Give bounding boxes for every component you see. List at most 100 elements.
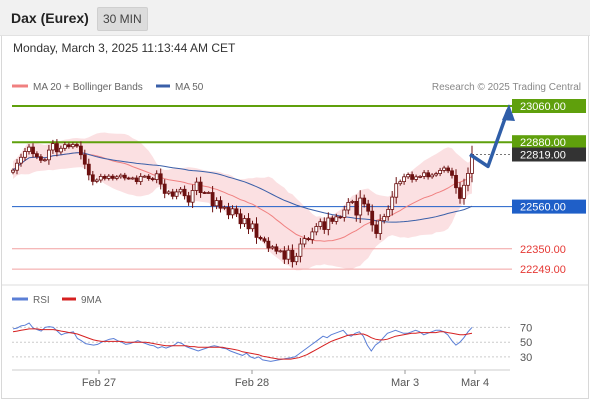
candle-body: [82, 154, 87, 165]
rsi-ma-legend-label: 9MA: [81, 295, 102, 306]
x-axis-label: Mar 3: [391, 377, 419, 389]
candle-body: [126, 177, 131, 180]
candle-body: [106, 175, 111, 179]
candle-body: [15, 162, 19, 171]
candle-body: [302, 238, 307, 245]
level-label-box: [512, 199, 586, 214]
rsi-tick-label: 50: [520, 337, 532, 349]
chart-frame: [1, 36, 589, 399]
candle-body: [282, 250, 287, 260]
candle-body: [31, 146, 35, 155]
candle-body: [234, 208, 239, 215]
top-bar: Dax (Eurex) 30 MIN: [0, 0, 590, 36]
candle-body: [434, 173, 439, 176]
candle-body: [138, 175, 143, 182]
candle-body: [466, 172, 470, 186]
candle-body: [410, 174, 415, 180]
candle-body: [322, 221, 327, 230]
x-axis-label: Feb 27: [82, 377, 116, 389]
timeframe-button[interactable]: 30 MIN: [97, 7, 148, 31]
candle-body: [75, 144, 79, 147]
candle-body: [86, 163, 91, 176]
candle-body: [406, 174, 411, 178]
projection-arrow: [469, 109, 510, 169]
candle-body: [294, 255, 299, 263]
candle-body: [55, 143, 59, 153]
candle-body: [274, 246, 279, 252]
candle-body: [238, 213, 243, 225]
rsi-tick-label: 70: [520, 322, 532, 334]
level-label-box: [512, 135, 586, 150]
candle-body: [202, 192, 207, 194]
candle-body: [67, 144, 71, 148]
level-label: 22819.00: [520, 150, 566, 162]
candle-body: [258, 236, 263, 240]
projection-arrow-head: [502, 104, 515, 122]
candle-body: [374, 224, 379, 234]
candle-body: [170, 191, 175, 197]
candle-body: [414, 176, 419, 180]
candle-body: [102, 175, 107, 179]
candle-body: [330, 217, 335, 222]
level-label: 22880.00: [520, 137, 566, 149]
candle-body: [39, 156, 43, 161]
candle-body: [298, 243, 303, 257]
candle-body: [362, 197, 367, 205]
rsi-legend-label: RSI: [33, 295, 50, 306]
candle-body: [182, 188, 187, 197]
candle-body: [346, 201, 351, 211]
candle-body: [174, 191, 179, 197]
candle-body: [382, 216, 387, 222]
candle-body: [286, 249, 291, 260]
candle-body: [310, 231, 315, 240]
candle-body: [94, 179, 99, 182]
candle-body: [59, 147, 63, 153]
candle-body: [454, 174, 458, 189]
candle-body: [370, 210, 375, 226]
candle-body: [446, 167, 451, 172]
candle-body: [110, 175, 115, 179]
candle-body: [366, 203, 371, 212]
candle-body: [254, 223, 259, 238]
candle-body: [266, 240, 271, 249]
candle-body: [426, 172, 431, 178]
candle-body: [334, 216, 339, 222]
candle-body: [462, 184, 466, 199]
candle-body: [198, 181, 203, 194]
candle-body: [386, 208, 391, 217]
level-label-box: [512, 99, 586, 113]
rsi-tick-label: 30: [520, 352, 532, 364]
datetime-label: Monday, March 3, 2025 11:13:44 AM CET: [13, 41, 236, 55]
candle-body: [418, 175, 423, 178]
x-axis-label: Feb 28: [235, 377, 269, 389]
candle-body: [246, 218, 251, 230]
ma20-legend-label: MA 20 + Bollinger Bands: [33, 82, 143, 93]
candle-body: [402, 176, 407, 183]
candle-body: [430, 174, 435, 178]
x-axis-label: Mar 4: [461, 377, 489, 389]
candle-body: [186, 195, 191, 203]
candle-body: [79, 145, 83, 156]
level-label: 22560.00: [520, 202, 566, 214]
level-label: 23060.00: [520, 101, 566, 113]
candle-body: [318, 221, 323, 227]
candle-body: [194, 181, 199, 191]
candle-body: [90, 174, 95, 182]
level-label-box: [512, 147, 586, 162]
level-label: 22350.00: [520, 244, 566, 256]
candle-body: [218, 200, 223, 209]
candle-body: [98, 175, 103, 181]
candle-body: [326, 217, 331, 230]
candle-body: [114, 176, 119, 179]
candle-body: [306, 238, 311, 241]
candle-body: [154, 173, 159, 181]
candle-body: [342, 209, 347, 218]
ma50-line: [12, 152, 473, 223]
candle-body: [43, 159, 47, 162]
credit-text: Research © 2025 Trading Central: [432, 82, 581, 93]
candle-body: [210, 192, 215, 207]
candle-body: [290, 249, 295, 263]
candle-body: [442, 167, 447, 171]
candle-body: [242, 218, 247, 225]
candle-body: [11, 169, 15, 173]
